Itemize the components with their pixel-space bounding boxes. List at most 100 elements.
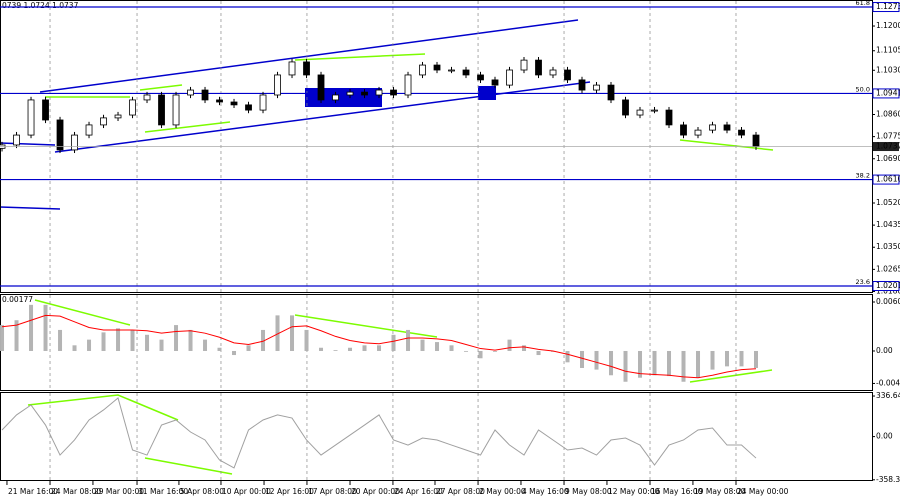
x-tick-label: 24 May 00:00 bbox=[737, 487, 789, 496]
candle-body bbox=[520, 59, 528, 71]
level-price-label: 1.0610 bbox=[876, 175, 900, 184]
histogram-bar bbox=[391, 334, 396, 351]
candle-body bbox=[216, 99, 223, 103]
level-price-label: 1.1273 bbox=[876, 2, 900, 11]
candle-body bbox=[274, 74, 281, 96]
price-header: 0739 1.0724 1.0737 bbox=[2, 1, 79, 10]
level-price-box bbox=[872, 88, 900, 99]
candle-body bbox=[201, 89, 209, 101]
x-tick-label: 31 Mar 16:00 bbox=[138, 487, 188, 496]
candle-body bbox=[172, 94, 180, 126]
candle-body bbox=[230, 101, 238, 106]
histogram-bar bbox=[14, 320, 19, 351]
x-tick-label: 4 May 16:00 bbox=[522, 487, 569, 496]
candle-body bbox=[390, 89, 397, 96]
divergence-line bbox=[34, 299, 131, 326]
histogram-bar bbox=[130, 329, 135, 351]
candle-body bbox=[71, 134, 78, 151]
y-tick-label: 1.0690 bbox=[876, 154, 900, 163]
candle-body bbox=[42, 99, 49, 121]
histogram-bar bbox=[188, 329, 193, 351]
candle-body bbox=[303, 61, 310, 76]
x-tick-label: 20 Apr 00:00 bbox=[351, 487, 400, 496]
y-tick-label: 1.0520 bbox=[876, 198, 900, 207]
candle-body bbox=[651, 109, 658, 112]
y-tick-label: 0.00605 bbox=[876, 297, 900, 306]
y-tick-label: -358.396 bbox=[876, 475, 900, 484]
x-tick-label: 12 Apr 16:00 bbox=[265, 487, 314, 496]
level-fib-label: 61.8 bbox=[856, 0, 870, 7]
x-tick-label: 16 May 16:00 bbox=[651, 487, 703, 496]
candle-body bbox=[158, 94, 165, 126]
y-tick-label: 1.1105 bbox=[876, 46, 900, 55]
x-tick-label: 29 Mar 00:00 bbox=[94, 487, 144, 496]
histogram-bar bbox=[536, 350, 541, 356]
drawings bbox=[0, 19, 774, 475]
divergence-line bbox=[679, 139, 774, 151]
candle-body bbox=[491, 79, 499, 86]
candle-body bbox=[259, 94, 267, 111]
y-tick-label: 1.0435 bbox=[876, 220, 900, 229]
candle-body bbox=[535, 59, 542, 76]
macd-header: 0.00177 bbox=[2, 295, 33, 304]
histogram-bar bbox=[507, 339, 512, 351]
level-price-label: 1.0201 bbox=[876, 281, 900, 290]
candle-body bbox=[419, 64, 426, 76]
histogram-bar bbox=[319, 347, 324, 351]
histogram-bar bbox=[377, 345, 382, 351]
histogram-bar bbox=[710, 350, 715, 370]
candle-body bbox=[477, 74, 484, 81]
histogram-bar bbox=[87, 339, 92, 351]
histogram-bar bbox=[420, 339, 425, 351]
candle-body bbox=[56, 119, 64, 151]
histogram-bar bbox=[580, 350, 585, 368]
histogram-bar bbox=[304, 329, 309, 351]
histogram-bar bbox=[333, 350, 338, 351]
x-tick-label: 10 Apr 00:00 bbox=[222, 487, 271, 496]
histogram-bar bbox=[261, 329, 266, 351]
histogram-bar bbox=[174, 325, 179, 351]
candle-body bbox=[13, 134, 20, 146]
candle-body bbox=[506, 69, 513, 86]
y-tick-label: 0.00 bbox=[876, 346, 893, 355]
histogram-bar bbox=[638, 350, 643, 378]
histogram-bar bbox=[101, 332, 106, 351]
x-tick-label: 17 Apr 08:00 bbox=[308, 487, 357, 496]
x-tick-label: 12 May 00:00 bbox=[608, 487, 660, 496]
histogram-bar bbox=[246, 345, 251, 351]
x-tick-label: 27 Apr 08:00 bbox=[436, 487, 485, 496]
y-tick-label: 1.0265 bbox=[876, 264, 900, 273]
trend-line bbox=[0, 142, 56, 146]
y-tick-label: -0.00401 bbox=[876, 378, 900, 387]
candle-body bbox=[404, 74, 412, 96]
histogram-bar bbox=[739, 350, 744, 367]
current-price-label: 1.0737 bbox=[876, 142, 900, 151]
candle-body bbox=[361, 91, 368, 96]
candle-body bbox=[433, 64, 441, 71]
x-tick-label: 24 Mar 08:00 bbox=[51, 487, 101, 496]
y-tick-label: 336.644 bbox=[876, 391, 900, 400]
y-tick-label: 1.0860 bbox=[876, 110, 900, 119]
histogram-bar bbox=[203, 339, 208, 351]
candle-body bbox=[187, 89, 194, 96]
candle-body bbox=[607, 84, 615, 101]
candle-body bbox=[346, 91, 354, 96]
divergence-line bbox=[689, 369, 773, 383]
candle-body bbox=[636, 109, 644, 116]
candle-body bbox=[100, 117, 107, 126]
candle-body bbox=[332, 94, 339, 101]
candle-body bbox=[448, 69, 455, 72]
candle-body bbox=[738, 129, 745, 136]
level-fib-label: 50.0 bbox=[856, 85, 870, 93]
candle-body bbox=[549, 69, 557, 76]
x-tick-label: 9 May 08:00 bbox=[565, 487, 612, 496]
histogram-bar bbox=[565, 350, 570, 363]
candle-body bbox=[85, 124, 93, 136]
level-price-box bbox=[872, 2, 900, 13]
histogram-bar bbox=[594, 350, 599, 370]
histogram-bar bbox=[449, 345, 454, 351]
candle-body bbox=[462, 69, 470, 76]
candle-body bbox=[709, 124, 716, 131]
histogram-bar bbox=[667, 350, 672, 377]
